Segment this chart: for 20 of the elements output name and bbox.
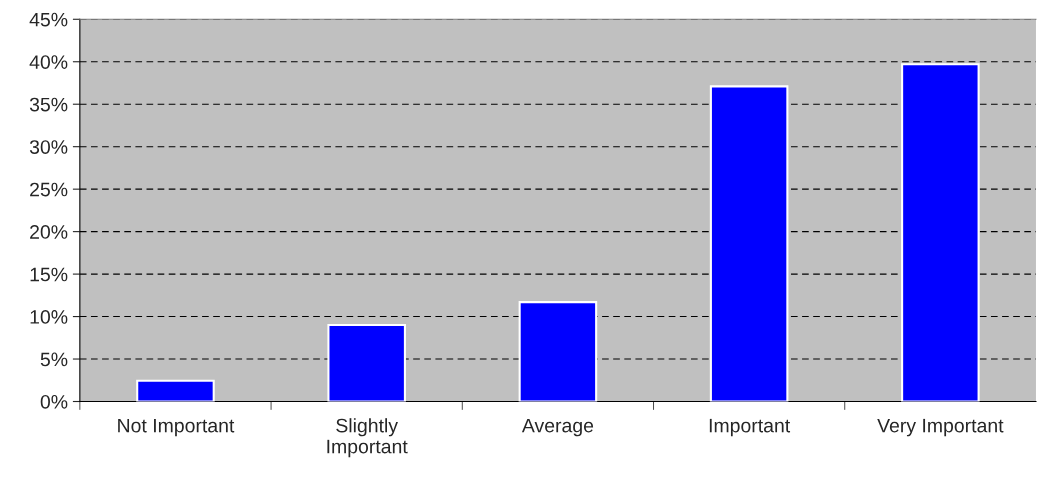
y-tick-label: 40%: [29, 55, 68, 69]
x-tick-label: Slightly Important: [327, 418, 408, 458]
x-tick-label: Not Important: [118, 418, 235, 437]
y-tick-label: 25%: [30, 182, 68, 197]
y-tick-label: 5%: [40, 352, 68, 367]
bar: [901, 63, 980, 402]
bar: [136, 379, 215, 402]
y-tick-label: 10%: [30, 310, 68, 324]
bar: [518, 301, 598, 402]
x-tick-label: Important: [709, 418, 791, 437]
y-tick-label: 45%: [29, 12, 68, 27]
bar: [709, 85, 789, 402]
y-tick-label: 30%: [29, 140, 68, 154]
x-tick-label: Average: [521, 418, 594, 437]
y-tick-label: 0%: [40, 394, 68, 409]
x-tick-label: Very Important: [877, 418, 1004, 437]
y-tick-label: 20%: [30, 225, 68, 239]
y-tick-label: 15%: [30, 267, 68, 282]
y-tick-label: 35%: [29, 97, 68, 112]
bar: [327, 324, 406, 402]
